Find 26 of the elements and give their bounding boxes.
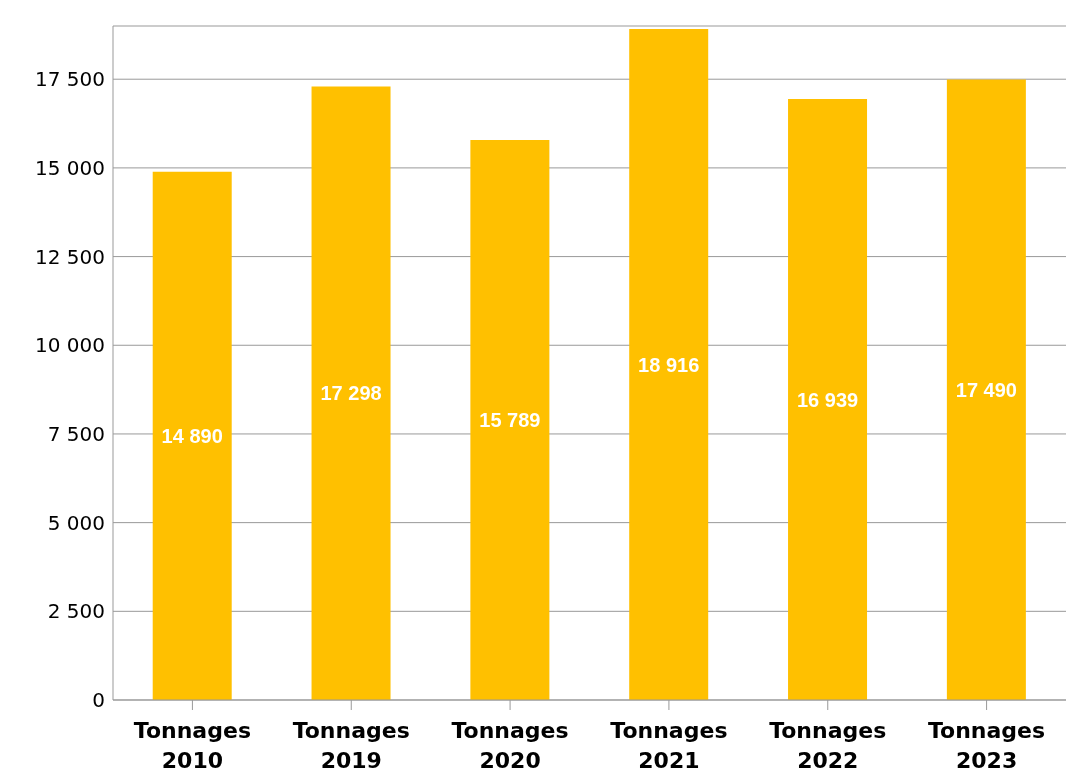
bar [311, 86, 391, 700]
data-label: 14 890 [161, 425, 223, 447]
x-tick-label: Tonnages 2020 [451, 718, 569, 773]
x-tick-label: Tonnages 2019 [292, 718, 410, 773]
data-label: 17 298 [320, 382, 382, 405]
y-tick-label: 7 500 [47, 422, 105, 447]
x-tick-label: Tonnages 2021 [610, 718, 728, 773]
x-tick-label: Tonnages 2023 [928, 718, 1046, 773]
y-tick-label: 15 000 [35, 155, 105, 180]
x-tick-label: Tonnages 2010 [133, 718, 251, 773]
data-label: 17 490 [955, 378, 1017, 401]
bar [152, 171, 232, 700]
bar [946, 79, 1026, 700]
data-label: 15 789 [479, 409, 541, 432]
x-tick-label: Tonnages 2022 [769, 718, 887, 773]
y-tick-label: 10 000 [35, 333, 105, 358]
y-tick-label: 2 500 [47, 599, 105, 624]
y-tick-label: 0 [92, 688, 105, 713]
bar [788, 99, 868, 700]
data-label: 16 939 [796, 388, 859, 411]
bar [629, 28, 709, 700]
y-tick-label: 12 500 [35, 244, 105, 269]
y-tick-label: 5 000 [47, 510, 105, 535]
bar [470, 139, 550, 700]
y-tick-label: 17 500 [35, 67, 105, 92]
data-label: 18 916 [638, 353, 700, 376]
